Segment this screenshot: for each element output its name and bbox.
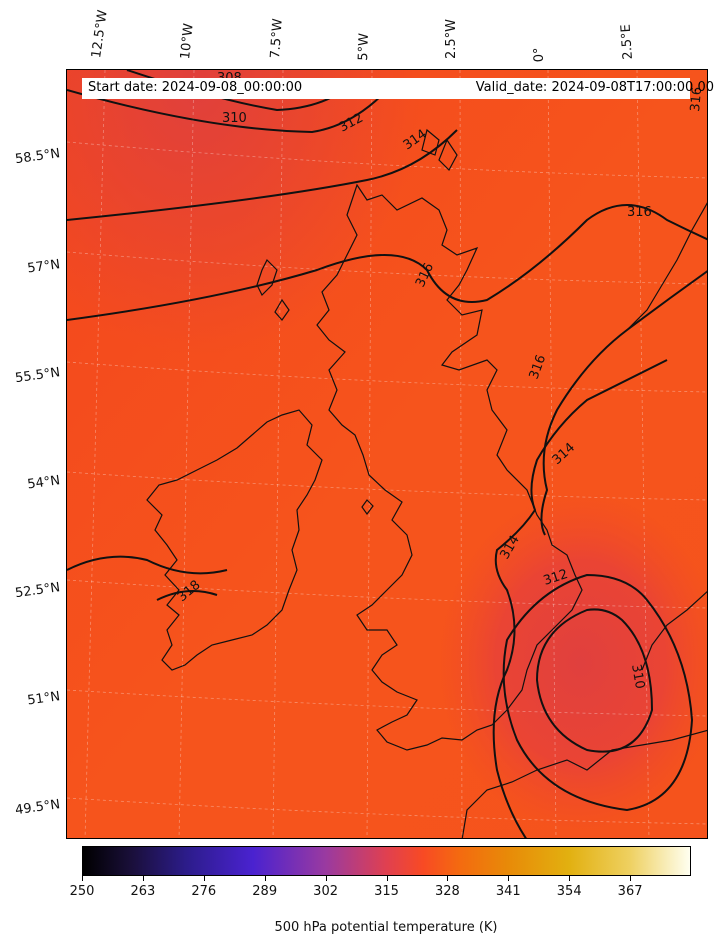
lon-label-2.5e: 2.5°E — [618, 23, 636, 61]
map-canvas: 308 310 312 314 316 316 316 316 314 314 … — [67, 70, 707, 838]
contour-label-316a: 316 — [627, 205, 652, 220]
colorbar-tick — [325, 876, 327, 881]
colorbar-tick — [386, 876, 388, 881]
lon-label-10w: 10°W — [178, 22, 197, 61]
contour-318-small — [156, 590, 218, 601]
map-panel: 308 310 312 314 316 316 316 316 314 314 … — [66, 69, 708, 839]
contour-label-310b: 310 — [628, 663, 647, 690]
colorbar-tick — [203, 876, 205, 881]
colorbar-tick — [630, 876, 632, 881]
colorbar-tick-label: 263 — [130, 884, 156, 899]
lat-label-54n: 54°N — [26, 473, 62, 493]
colorbar-tick-label: 315 — [374, 884, 399, 899]
contour-316-north — [67, 204, 707, 321]
lat-label-49.5n: 49.5°N — [14, 797, 62, 819]
contour-label-312b: 312 — [542, 567, 570, 589]
contour-312-low — [502, 573, 694, 812]
colorbar-label: 500 hPa potential temperature (K) — [274, 920, 498, 935]
lat-label-52.5n: 52.5°N — [14, 580, 62, 602]
contour-316-east — [540, 270, 707, 536]
colorbar-tick — [264, 876, 266, 881]
contour-312-north — [67, 89, 388, 134]
lon-label-12.5w: 12.5°W — [89, 9, 111, 60]
graticule — [67, 70, 707, 838]
colorbar-tick-label: 328 — [434, 884, 460, 899]
lon-label-2.5w: 2.5°W — [444, 18, 459, 59]
lon-label-0: 0° — [531, 47, 547, 63]
contour-label-316d: 316 — [688, 86, 705, 112]
colorbar-tick — [447, 876, 449, 881]
colorbar-tick — [142, 876, 144, 881]
contour-318-west — [67, 555, 228, 575]
contour-314-north — [67, 129, 458, 221]
valid-date-label: Valid_date: 2024-09-08T17:00:00.00 — [475, 80, 714, 95]
colorbar-tick-label: 302 — [313, 884, 339, 899]
lat-label-51n: 51°N — [26, 689, 62, 709]
date-header: Start date: 2024-09-08_00:00:00 Valid_da… — [82, 78, 714, 99]
colorbar-tick-label: 341 — [495, 884, 521, 899]
colorbar-tick — [508, 876, 510, 881]
lat-label-55.5n: 55.5°N — [14, 365, 62, 387]
contour-310-low — [535, 608, 654, 753]
theta-cool-low — [67, 70, 707, 838]
colorbar-tick-label: 250 — [69, 884, 95, 899]
lat-label-57n: 57°N — [26, 257, 62, 277]
lat-label-58.5n: 58.5°N — [14, 146, 62, 168]
start-date-label: Start date: 2024-09-08_00:00:00 — [88, 80, 303, 95]
contour-label-310: 310 — [222, 111, 247, 126]
lon-label-7.5w: 7.5°W — [268, 18, 286, 59]
colorbar-tick — [569, 876, 571, 881]
coastlines — [146, 128, 707, 838]
lon-label-5w: 5°W — [356, 32, 372, 61]
contours — [67, 70, 707, 838]
contour-314-east — [492, 359, 668, 838]
colorbar-tick-label: 354 — [556, 884, 582, 899]
colorbar — [82, 846, 691, 876]
colorbar-tick-label: 276 — [191, 884, 217, 899]
colorbar-tick-label: 289 — [252, 884, 278, 899]
colorbar-tick — [82, 876, 83, 881]
colorbar-tick-label: 367 — [617, 884, 643, 899]
